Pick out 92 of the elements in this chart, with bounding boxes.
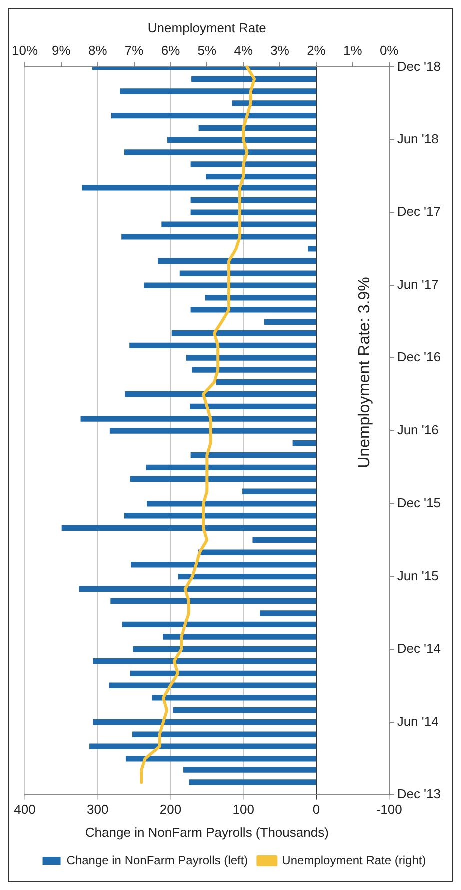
bar xyxy=(146,464,316,470)
bar xyxy=(206,174,316,180)
bar xyxy=(62,525,316,532)
y-tick-label: Jun '16 xyxy=(397,422,439,438)
y-tick-label: Dec '18 xyxy=(397,58,441,74)
legend-label: Unemployment Rate (right) xyxy=(282,853,426,868)
bar xyxy=(124,150,316,156)
bar xyxy=(82,185,316,191)
y-tick-label: Dec '13 xyxy=(397,786,441,802)
bar xyxy=(308,246,316,252)
bar xyxy=(144,282,316,288)
bar xyxy=(173,707,316,714)
x2-tick-label: 5% xyxy=(198,42,217,58)
bar xyxy=(205,295,316,301)
bar xyxy=(192,367,316,373)
bar xyxy=(79,586,316,592)
bar xyxy=(120,88,316,94)
bar xyxy=(130,476,316,482)
bar xyxy=(190,210,316,216)
bar xyxy=(152,695,316,701)
bar xyxy=(252,537,316,544)
bar xyxy=(147,501,316,507)
bar xyxy=(178,574,316,580)
bar xyxy=(111,112,316,119)
bar xyxy=(292,440,316,446)
bar xyxy=(158,258,316,264)
bar xyxy=(93,658,316,664)
bar xyxy=(190,162,316,168)
bar xyxy=(180,270,316,276)
x-tick-label: -100 xyxy=(376,802,402,818)
x-tick-label: 400 xyxy=(14,802,36,818)
bar xyxy=(260,610,316,616)
y-tick-label: Dec '16 xyxy=(397,350,441,365)
bar xyxy=(190,404,316,410)
x2-tick-label: 2% xyxy=(307,42,326,58)
x2-tick-label: 1% xyxy=(344,42,363,58)
y-tick-label: Dec '15 xyxy=(397,495,441,510)
x2-tick-label: 0% xyxy=(380,42,400,58)
bar xyxy=(124,513,316,519)
x-tick-label: 300 xyxy=(87,802,109,818)
bar xyxy=(80,416,316,422)
bar xyxy=(232,100,316,106)
bar xyxy=(172,330,316,336)
y-tick-label: Jun '18 xyxy=(397,132,439,147)
bar xyxy=(190,452,316,458)
bar xyxy=(192,76,316,82)
bar xyxy=(186,355,316,361)
bar xyxy=(163,634,316,640)
bar xyxy=(184,767,316,773)
y-tick-label: Jun '15 xyxy=(397,568,439,584)
bar xyxy=(189,780,316,786)
bar xyxy=(122,234,316,240)
y-tick-label: Jun '14 xyxy=(397,714,439,729)
y-tick-label: Dec '17 xyxy=(397,204,441,220)
bar xyxy=(132,732,316,738)
x-tick-label: 100 xyxy=(232,802,254,818)
x2-tick-label: 8% xyxy=(88,42,108,58)
x2-tick-label: 6% xyxy=(161,42,181,58)
y-tick-label: Dec '14 xyxy=(397,640,441,656)
x2-axis-title: Unemployment Rate xyxy=(148,20,266,36)
bar xyxy=(90,744,316,750)
annotation: Unemployment Rate: 3.9% xyxy=(356,277,374,468)
bar xyxy=(167,137,316,143)
bar xyxy=(133,646,316,652)
x-tick-label: 200 xyxy=(160,802,182,818)
x2-tick-label: 7% xyxy=(124,42,144,58)
bar xyxy=(130,670,316,676)
bar xyxy=(110,428,316,434)
x-tick-label: 0 xyxy=(312,802,320,818)
bar xyxy=(162,222,316,228)
bar xyxy=(110,598,316,604)
bar xyxy=(93,719,316,726)
x2-tick-label: 3% xyxy=(270,42,290,58)
x2-tick-label: 10% xyxy=(12,42,38,58)
x2-tick-label: 9% xyxy=(52,42,72,58)
bar xyxy=(198,125,316,131)
bar xyxy=(131,562,316,568)
y-tick-label: Jun '17 xyxy=(397,277,439,292)
bar xyxy=(264,319,316,326)
bar xyxy=(130,342,316,349)
bar xyxy=(198,550,316,556)
bar xyxy=(216,380,316,386)
bar xyxy=(125,392,316,398)
bar xyxy=(122,622,316,628)
bar xyxy=(242,488,316,494)
x-axis-title: Change in NonFarm Payrolls (Thousands) xyxy=(85,824,329,840)
bar xyxy=(190,307,316,313)
bar xyxy=(109,682,316,688)
bar xyxy=(190,197,316,204)
bar xyxy=(126,756,316,762)
legend-label: Change in NonFarm Payrolls (left) xyxy=(66,853,248,868)
x2-tick-label: 4% xyxy=(234,42,254,58)
